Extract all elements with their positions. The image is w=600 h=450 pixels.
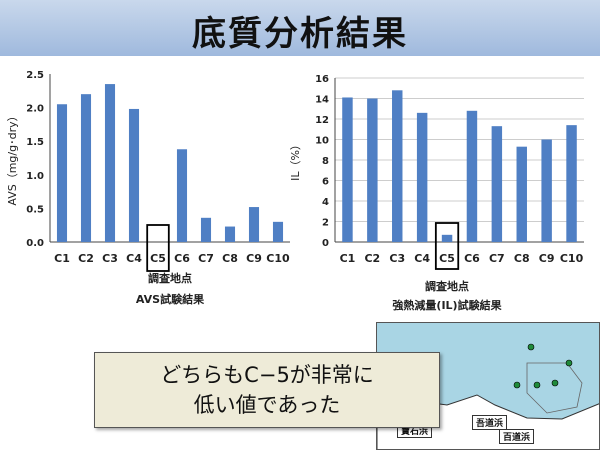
x-tick-label: C2 (78, 252, 94, 265)
bar-c8 (224, 226, 236, 242)
y-tick-label: 1.5 (26, 137, 44, 148)
x-tick-label: C5 (150, 252, 166, 265)
bar-c1 (342, 97, 353, 242)
y-tick-label: 0.0 (26, 238, 44, 249)
x-tick-label: C4 (126, 252, 142, 265)
bar-c9 (248, 207, 260, 242)
y-tick-label: 2.0 (26, 104, 44, 115)
x-tick-label: C8 (222, 252, 238, 265)
x-tick-label: C9 (246, 252, 262, 265)
bar-c2 (80, 94, 92, 242)
bar-c5 (441, 234, 453, 242)
callout-line-1: どちらもC−5が非常に (160, 363, 374, 387)
x-tick-label: C7 (198, 252, 214, 265)
bar-c3 (104, 84, 116, 242)
x-tick-label: C1 (54, 252, 70, 265)
x-tick-label: C6 (174, 252, 190, 265)
y-tick-label: 0.5 (26, 204, 44, 215)
map-label-2: 吾道浜 (472, 415, 508, 430)
chart-caption: 強熱減量(IL)試験結果 (392, 298, 501, 312)
y-tick-label: 4 (322, 197, 329, 208)
bar-c7 (200, 217, 212, 242)
x-tick-label: C10 (560, 252, 584, 265)
bar-c4 (128, 108, 140, 242)
x-tick-label: C1 (340, 252, 356, 265)
y-axis-label: AVS（mg/g･dry） (6, 110, 19, 205)
title-band (0, 0, 600, 56)
bar-c6 (176, 149, 188, 242)
bar-c1 (56, 104, 68, 243)
x-tick-label: C8 (514, 252, 530, 265)
bar-c4 (416, 112, 428, 242)
conclusion-callout: どちらもC−5が非常に 低い値であった (94, 352, 440, 428)
bar-c3 (392, 90, 403, 242)
y-tick-label: 14 (315, 95, 329, 106)
x-tick-label: C3 (389, 252, 405, 265)
x-tick-label: C3 (102, 252, 118, 265)
y-tick-label: 2 (322, 218, 329, 229)
location-map: 寶石浜 吾道浜 百道浜 (376, 322, 600, 450)
callout-line-2: 低い値であった (193, 393, 341, 417)
y-tick-label: 8 (322, 156, 329, 167)
highlight-box-c5 (146, 224, 170, 272)
highlight-box-c5 (434, 222, 460, 270)
bar-c2 (367, 98, 378, 242)
x-tick-label: C4 (414, 252, 430, 265)
chart-caption: AVS試験結果 (136, 292, 204, 306)
bar-c10 (272, 221, 284, 242)
x-tick-label: C2 (364, 252, 380, 265)
y-axis-label: IL（%） (289, 139, 302, 181)
y-tick-label: 10 (315, 136, 329, 147)
bar-c6 (466, 110, 478, 242)
x-axis-label: 調査地点 (425, 279, 469, 293)
bar-c8 (516, 146, 527, 242)
x-tick-label: C10 (266, 252, 290, 265)
bar-c9 (541, 139, 552, 242)
x-tick-label: C6 (464, 252, 480, 265)
y-tick-label: 0 (322, 238, 329, 249)
y-tick-label: 6 (322, 177, 329, 188)
y-tick-label: 1.0 (26, 171, 44, 182)
x-tick-label: C7 (489, 252, 505, 265)
y-tick-label: 12 (315, 115, 329, 126)
slide-title: 底質分析結果 (192, 14, 408, 54)
x-tick-label: C5 (439, 252, 455, 265)
map-label-3: 百道浜 (499, 429, 535, 444)
bar-c10 (566, 125, 577, 242)
y-tick-label: 2.5 (26, 70, 44, 81)
bar-c7 (491, 126, 503, 242)
x-tick-label: C9 (539, 252, 555, 265)
x-axis-label: 調査地点 (148, 271, 192, 285)
y-tick-label: 16 (315, 74, 329, 85)
